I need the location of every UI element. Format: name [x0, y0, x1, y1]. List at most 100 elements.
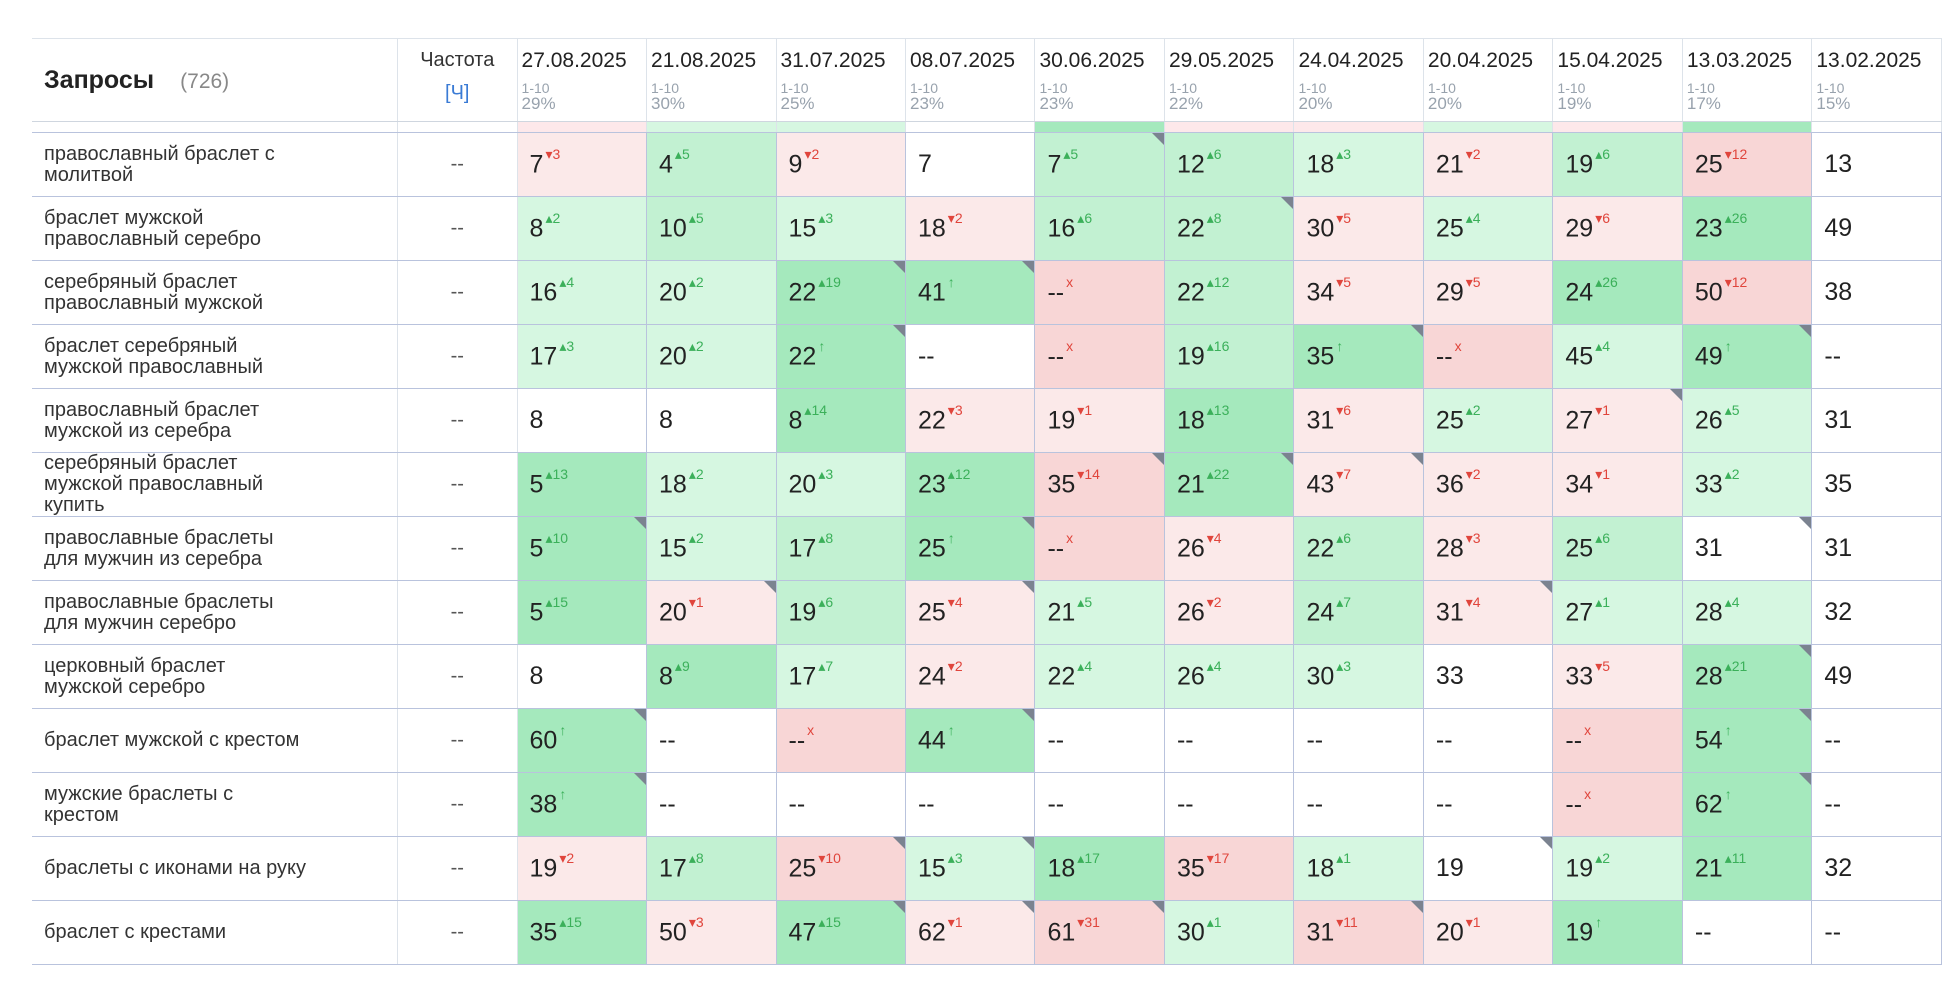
position-cell[interactable]: 54 ↑ [1682, 708, 1813, 773]
position-cell[interactable]: 25 ▴4 [1423, 196, 1554, 261]
position-cell[interactable]: 7 ▾3 [517, 132, 648, 197]
query-cell[interactable]: православный браслет с молитвой [32, 132, 398, 197]
position-cell[interactable]: 26 ▾4 [1164, 516, 1295, 581]
query-cell[interactable]: серебряный браслет православный мужской [32, 260, 398, 325]
position-cell[interactable]: 7 [905, 132, 1036, 197]
query-cell[interactable]: браслет с крестами [32, 900, 398, 965]
position-cell[interactable]: 47 ▴15 [776, 900, 906, 965]
position-cell[interactable]: 44 ↑ [905, 708, 1036, 773]
position-cell[interactable]: -- [1811, 772, 1942, 837]
position-cell[interactable]: -- x [1423, 324, 1554, 389]
position-cell[interactable]: 30 ▾5 [1293, 196, 1424, 261]
position-cell[interactable]: 31 [1811, 388, 1942, 453]
position-cell[interactable]: 23 ▴12 [905, 452, 1036, 517]
position-cell[interactable]: -- [646, 708, 777, 773]
position-cell[interactable]: 22 ▴19 [776, 260, 906, 325]
position-cell[interactable]: 8 [517, 388, 648, 453]
position-cell[interactable]: 22 ▾3 [905, 388, 1036, 453]
position-cell[interactable]: 17 ▴7 [776, 644, 906, 709]
position-cell[interactable]: 50 ▾12 [1682, 260, 1813, 325]
position-cell[interactable]: 21 ▾2 [1423, 132, 1554, 197]
position-cell[interactable]: 36 ▾2 [1423, 452, 1554, 517]
position-cell[interactable]: 17 ▴3 [517, 324, 648, 389]
position-cell[interactable]: 33 ▾5 [1552, 644, 1683, 709]
position-cell[interactable]: 25 ▴2 [1423, 388, 1554, 453]
position-cell[interactable]: 13 [1811, 132, 1942, 197]
position-cell[interactable]: 15 ▴2 [646, 516, 777, 581]
query-cell[interactable]: церковный браслет мужской серебро [32, 644, 398, 709]
position-cell[interactable]: 31 [1682, 516, 1813, 581]
position-cell[interactable]: 19 ▴6 [1552, 132, 1683, 197]
position-cell[interactable]: 62 ↑ [1682, 772, 1813, 837]
position-cell[interactable]: 34 ▾5 [1293, 260, 1424, 325]
position-cell[interactable]: 8 ▴14 [776, 388, 906, 453]
frequency-mode-toggle[interactable]: [Ч] [445, 82, 470, 104]
position-cell[interactable]: 19 ↑ [1552, 900, 1683, 965]
position-cell[interactable]: 49 [1811, 196, 1942, 261]
position-cell[interactable]: 7 ▴5 [1034, 132, 1165, 197]
date-column-header[interactable]: 13.03.2025 1-10 17% [1682, 38, 1813, 122]
position-cell[interactable]: 49 [1811, 644, 1942, 709]
position-cell[interactable]: -- [776, 772, 906, 837]
position-cell[interactable]: 25 ▾10 [776, 836, 906, 901]
position-cell[interactable]: 8 [517, 644, 648, 709]
position-cell[interactable]: 20 ▾1 [1423, 900, 1554, 965]
date-column-header[interactable]: 27.08.2025 1-10 29% [517, 38, 648, 122]
position-cell[interactable]: -- [1293, 708, 1424, 773]
position-cell[interactable]: -- [905, 324, 1036, 389]
date-column-header[interactable]: 30.06.2025 1-10 23% [1034, 38, 1165, 122]
position-cell[interactable]: 31 ▾6 [1293, 388, 1424, 453]
position-cell[interactable]: 18 ▴13 [1164, 388, 1295, 453]
position-cell[interactable]: -- [1811, 324, 1942, 389]
position-cell[interactable]: 30 ▴3 [1293, 644, 1424, 709]
position-cell[interactable]: 35 [1811, 452, 1942, 517]
position-cell[interactable]: 22 ▴4 [1034, 644, 1165, 709]
position-cell[interactable]: 30 ▴1 [1164, 900, 1295, 965]
position-cell[interactable]: 26 ▾2 [1164, 580, 1295, 645]
position-cell[interactable]: -- [1423, 708, 1554, 773]
position-cell[interactable]: 20 ▾1 [646, 580, 777, 645]
query-cell[interactable]: браслет мужской православный серебро [32, 196, 398, 261]
position-cell[interactable]: 8 ▴9 [646, 644, 777, 709]
position-cell[interactable]: 45 ▴4 [1552, 324, 1683, 389]
query-cell[interactable]: браслет мужской с крестом [32, 708, 398, 773]
position-cell[interactable]: 17 ▴8 [646, 836, 777, 901]
position-cell[interactable]: 19 ▾1 [1034, 388, 1165, 453]
position-cell[interactable]: -- [1034, 708, 1165, 773]
position-cell[interactable]: 50 ▾3 [646, 900, 777, 965]
position-cell[interactable]: 20 ▴2 [646, 324, 777, 389]
position-cell[interactable]: 21 ▴22 [1164, 452, 1295, 517]
position-cell[interactable]: 22 ▴8 [1164, 196, 1295, 261]
position-cell[interactable]: 15 ▴3 [905, 836, 1036, 901]
position-cell[interactable]: -- [1423, 772, 1554, 837]
query-cell[interactable]: православные браслеты для мужчин из сере… [32, 516, 398, 581]
position-cell[interactable]: 18 ▴2 [646, 452, 777, 517]
position-cell[interactable]: 61 ▾31 [1034, 900, 1165, 965]
position-cell[interactable]: 24 ▾2 [905, 644, 1036, 709]
position-cell[interactable]: -- x [776, 708, 906, 773]
position-cell[interactable]: 31 [1811, 516, 1942, 581]
position-cell[interactable]: 21 ▴11 [1682, 836, 1813, 901]
position-cell[interactable]: 22 ▴12 [1164, 260, 1295, 325]
position-cell[interactable]: 38 ↑ [517, 772, 648, 837]
position-cell[interactable]: 33 ▴2 [1682, 452, 1813, 517]
date-column-header[interactable]: 24.04.2025 1-10 20% [1293, 38, 1424, 122]
position-cell[interactable]: 28 ▴4 [1682, 580, 1813, 645]
query-cell[interactable]: православный браслет мужской из серебра [32, 388, 398, 453]
position-cell[interactable]: -- [646, 772, 777, 837]
position-cell[interactable]: -- [1811, 708, 1942, 773]
date-column-header[interactable]: 20.04.2025 1-10 20% [1423, 38, 1554, 122]
query-cell[interactable]: серебряный браслет мужской православный … [32, 452, 398, 517]
position-cell[interactable]: 27 ▾1 [1552, 388, 1683, 453]
position-cell[interactable]: 23 ▴26 [1682, 196, 1813, 261]
position-cell[interactable]: 8 ▴2 [517, 196, 648, 261]
position-cell[interactable]: 34 ▾1 [1552, 452, 1683, 517]
query-cell[interactable]: мужские браслеты с крестом [32, 772, 398, 837]
date-column-header[interactable]: 08.07.2025 1-10 23% [905, 38, 1036, 122]
position-cell[interactable]: 18 ▾2 [905, 196, 1036, 261]
position-cell[interactable]: 35 ▾17 [1164, 836, 1295, 901]
position-cell[interactable]: 25 ↑ [905, 516, 1036, 581]
position-cell[interactable]: 19 ▴6 [776, 580, 906, 645]
position-cell[interactable]: -- [1164, 772, 1295, 837]
queries-header[interactable]: Запросы (726) [32, 38, 398, 122]
